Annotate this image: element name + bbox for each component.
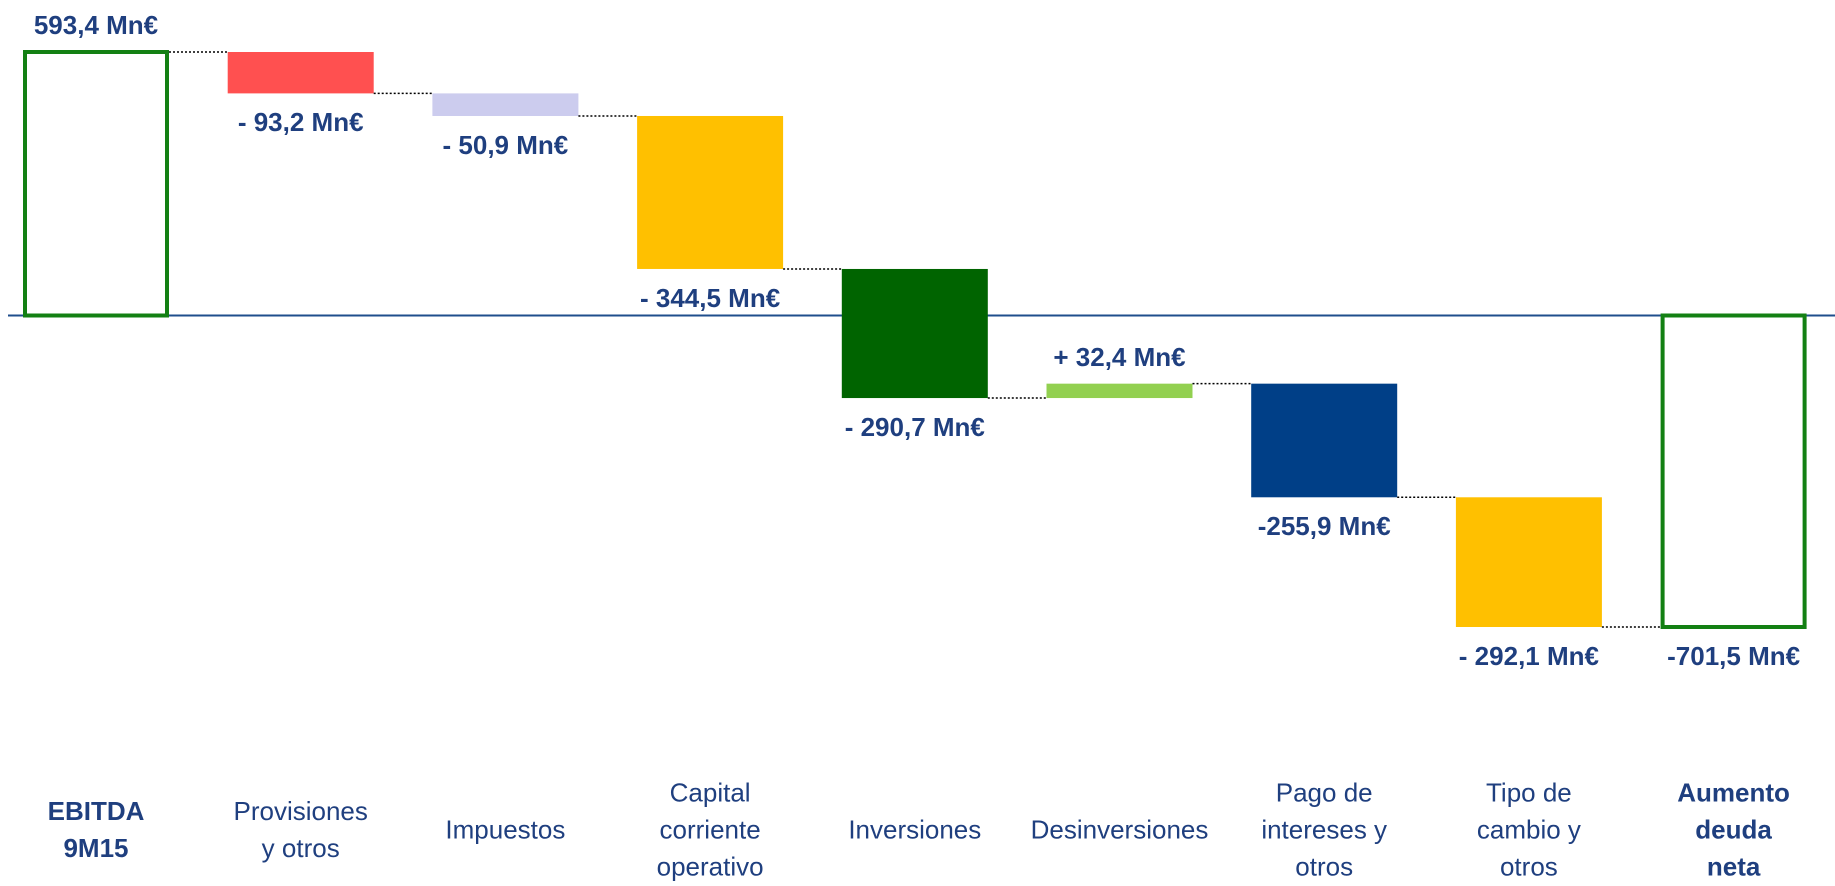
value-label: - 50,9 Mn€ [442, 129, 569, 160]
value-label: - 290,7 Mn€ [844, 412, 985, 443]
bar [227, 52, 374, 94]
value-label: - 292,1 Mn€ [1458, 641, 1599, 671]
value-label: - 344,5 Mn€ [640, 282, 781, 313]
total-bar [1660, 313, 1807, 629]
value-label: 593,4 Mn€ [33, 10, 159, 40]
value-label: -255,9 Mn€ [1257, 511, 1391, 542]
bar [841, 268, 988, 399]
bar [1046, 383, 1193, 399]
category-label: Capital corriente operativo [656, 777, 764, 882]
category-label: Tipo de cambio y otros [1476, 777, 1581, 882]
category-label: EBITDA 9M15 [47, 796, 145, 863]
value-label: - 93,2 Mn€ [237, 107, 364, 138]
category-label: Provisiones y otros [233, 796, 368, 863]
category-label: Desinversiones [1030, 814, 1209, 845]
category-label: Aumento deuda neta [1677, 777, 1790, 882]
bar [637, 115, 784, 269]
category-label: Pago de intereses y otros [1261, 777, 1388, 882]
category-label: Inversiones [848, 814, 982, 845]
bar [432, 93, 579, 116]
category-label: Impuestos [445, 814, 566, 845]
bar [1251, 383, 1398, 498]
total-bar [23, 50, 169, 318]
value-label: + 32,4 Mn€ [1053, 341, 1186, 372]
value-label: -701,5 Mn€ [1667, 641, 1801, 671]
bar [1455, 497, 1602, 627]
